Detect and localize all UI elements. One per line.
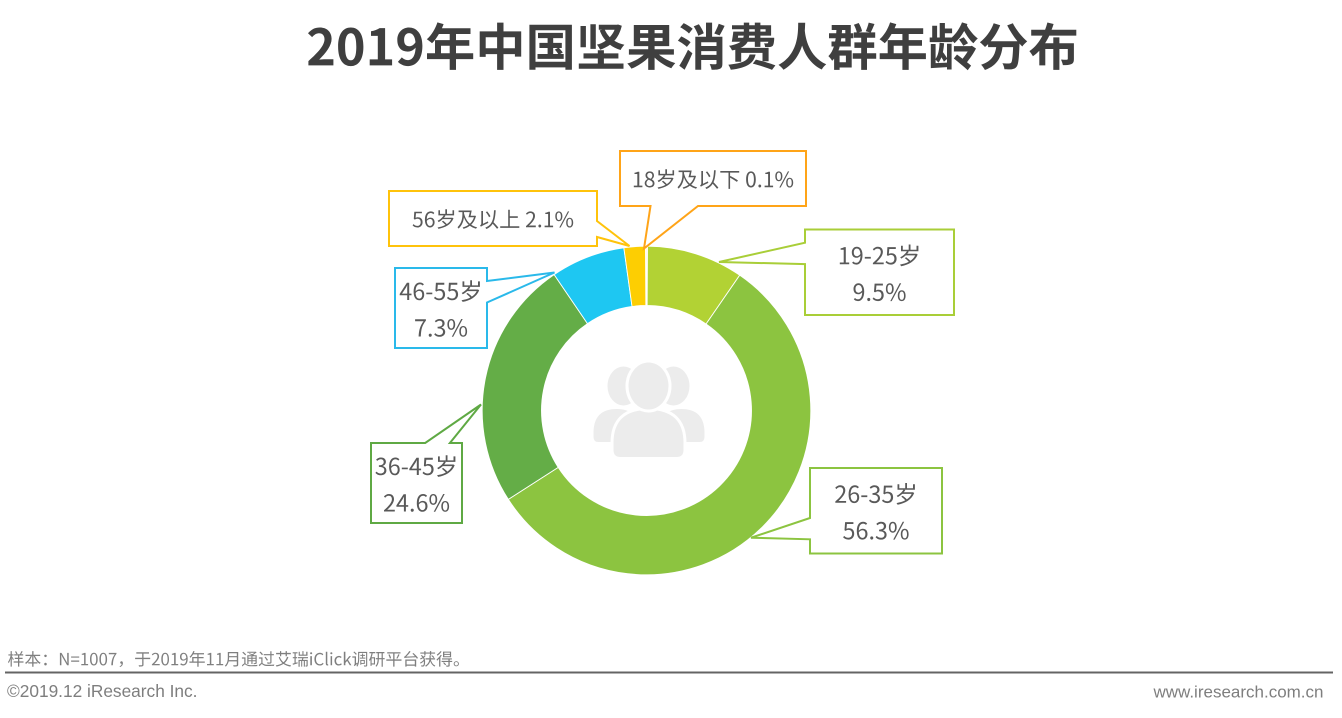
- svg-text:©2019.12 iResearch Inc.: ©2019.12 iResearch Inc.: [7, 681, 197, 701]
- svg-text:www.iresearch.com.cn: www.iresearch.com.cn: [1152, 683, 1323, 702]
